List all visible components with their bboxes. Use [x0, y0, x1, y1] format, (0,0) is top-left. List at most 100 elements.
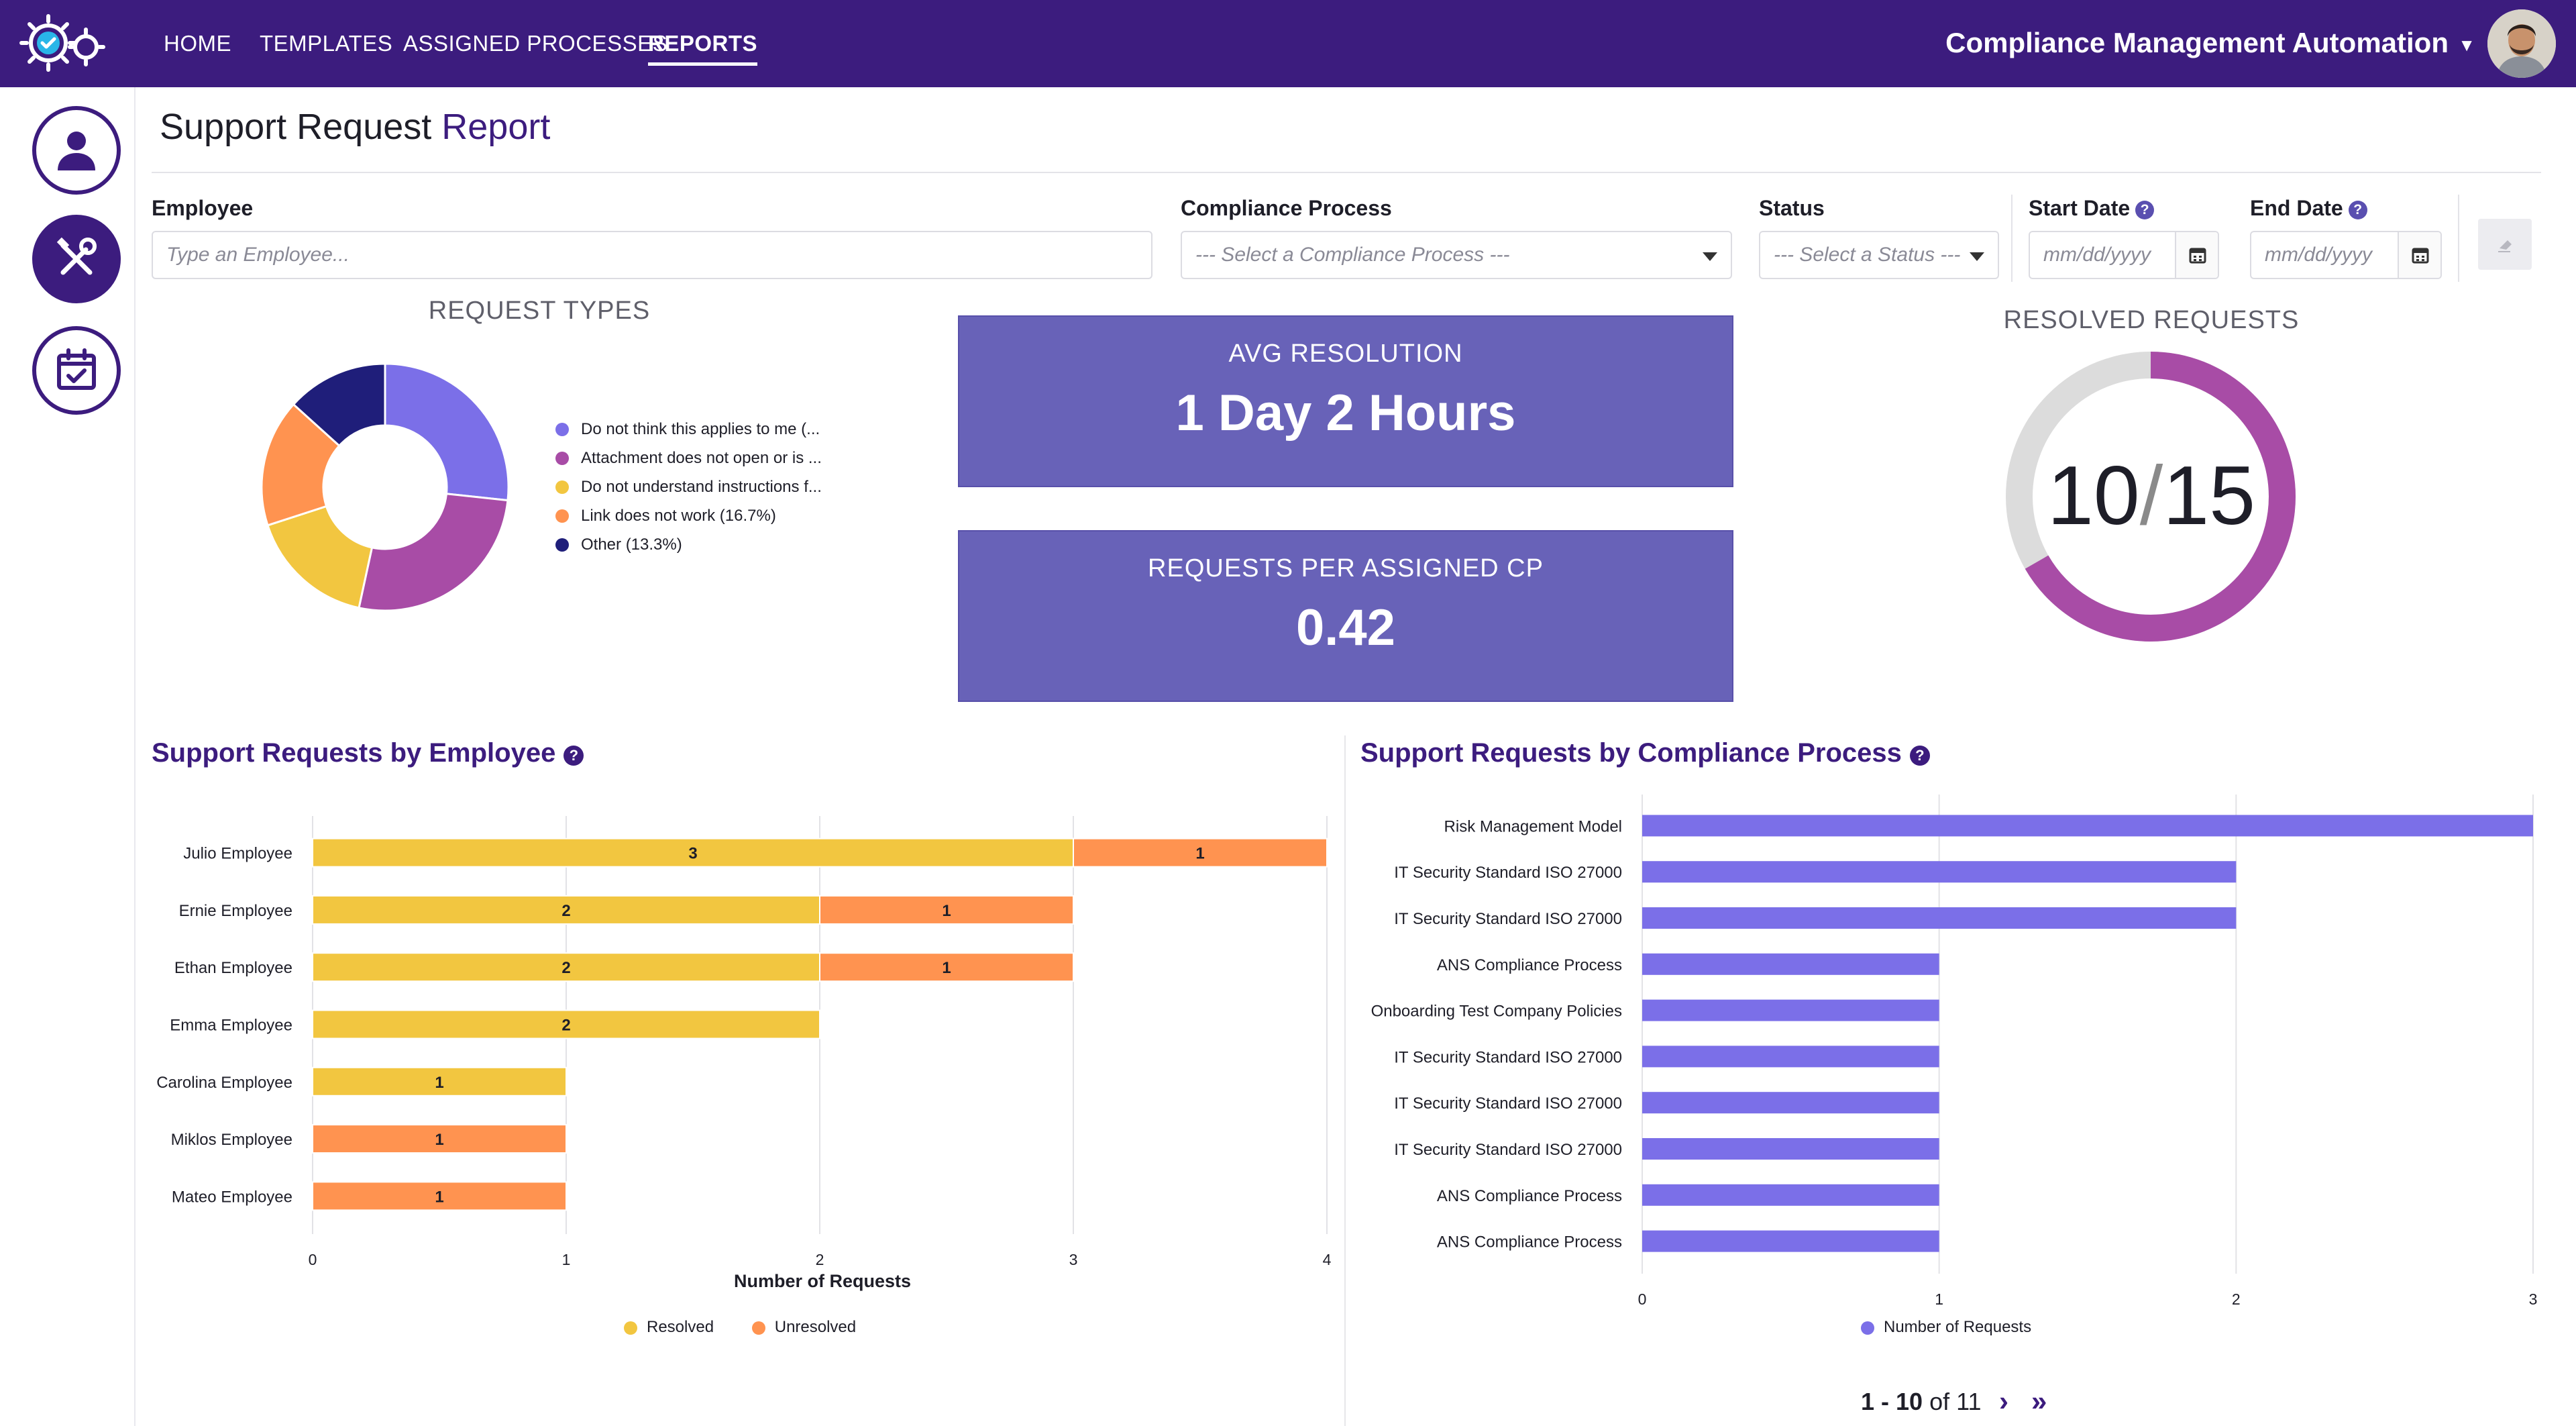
process-select[interactable]: --- Select a Compliance Process ---	[1181, 231, 1732, 279]
employees-rail-button[interactable]	[32, 106, 121, 195]
eraser-icon	[2498, 240, 2512, 252]
start-date-placeholder: mm/dd/yyyy	[2043, 244, 2151, 266]
donut-slice-5[interactable]	[292, 362, 386, 448]
x-tick-label: 2	[2232, 1290, 2241, 1308]
clear-filters-button[interactable]	[2478, 219, 2532, 270]
nav-reports-label: REPORTS	[648, 31, 758, 56]
bar-unresolved[interactable]	[312, 1181, 567, 1211]
end-date-label-text: End Date	[2250, 196, 2343, 220]
y-category-label: IT Security Standard ISO 27000	[1394, 910, 1622, 928]
legend-swatch-resolved	[624, 1321, 637, 1335]
bar-number-of-requests[interactable]	[1642, 1184, 1939, 1206]
bar-number-of-requests[interactable]	[1642, 1092, 1939, 1114]
y-category-label: Miklos Employee	[171, 1131, 292, 1149]
pagination-info: 1 - 10 of 11	[1861, 1388, 1981, 1416]
end-date-input[interactable]: mm/dd/yyyy	[2250, 231, 2442, 279]
calendar-icon[interactable]	[2175, 232, 2218, 278]
x-tick-label: 4	[1323, 1251, 1332, 1268]
legend-label: Attachment does not open or is ...	[581, 449, 822, 467]
bar-number-of-requests[interactable]	[1642, 1046, 1939, 1068]
bar-number-of-requests[interactable]	[1642, 999, 1939, 1021]
y-category-label: Mateo Employee	[172, 1188, 292, 1206]
resolved-count-text: 10/15	[2007, 448, 2296, 544]
donut-slice-3[interactable]	[266, 505, 374, 609]
start-date-input[interactable]: mm/dd/yyyy	[2029, 231, 2219, 279]
gears-logo-icon[interactable]	[19, 9, 107, 77]
donut-slice-2[interactable]	[358, 493, 509, 612]
legend-item-1[interactable]: Do not think this applies to me (...	[554, 417, 822, 446]
help-icon[interactable]: ?	[564, 746, 584, 766]
legend-number-of-requests[interactable]: Number of Requests	[1861, 1318, 2031, 1337]
nav-templates[interactable]: TEMPLATES	[260, 31, 393, 56]
app-switcher[interactable]: Compliance Management Automation	[1945, 27, 2449, 58]
x-tick-label: 0	[309, 1251, 317, 1268]
donut-slice-1[interactable]	[384, 362, 510, 502]
help-icon[interactable]: ?	[2348, 201, 2367, 219]
process-bar-chart: 0 1 2 3 Risk Management Model IT Security Sta…	[1371, 795, 2537, 1308]
bar-number-of-requests[interactable]	[1642, 953, 1939, 975]
schedule-rail-button[interactable]	[32, 326, 121, 415]
bar-resolved[interactable]	[312, 837, 1074, 868]
bar-unresolved[interactable]	[819, 895, 1074, 925]
y-category-label: ANS Compliance Process	[1437, 1233, 1622, 1252]
pagination-total: of 11	[1929, 1388, 1982, 1415]
request-types-title: REQUEST TYPES	[428, 297, 651, 325]
legend-resolved[interactable]: Resolved	[624, 1318, 714, 1337]
bar-number-of-requests[interactable]	[1642, 1230, 1939, 1252]
bar-value-label: 1	[1195, 845, 1204, 863]
ring-resolved-arc	[2006, 352, 2296, 642]
donut-slice-4[interactable]	[260, 403, 341, 527]
status-select[interactable]: --- Select a Status ---	[1759, 231, 1999, 279]
bar-resolved[interactable]	[312, 895, 820, 925]
legend-item-5[interactable]: Other (13.3%)	[554, 533, 822, 562]
process-select-placeholder: --- Select a Compliance Process ---	[1195, 244, 1510, 266]
legend-label: Do not think this applies to me (...	[581, 420, 820, 438]
employee-search-input[interactable]	[152, 231, 1152, 279]
legend-swatch-unresolved	[751, 1321, 765, 1335]
support-rail-button[interactable]	[32, 215, 121, 303]
next-page-icon[interactable]: ›	[1999, 1385, 2008, 1417]
chevron-down-icon	[1703, 252, 1717, 261]
process-chart-title: Support Requests by Compliance Process	[1360, 738, 1902, 768]
top-navbar: HOME TEMPLATES ASSIGNED PROCESSES REPORT…	[0, 0, 2576, 87]
active-tab-indicator	[648, 62, 758, 66]
legend-item-3[interactable]: Do not understand instructions f...	[554, 475, 822, 504]
employee-chart-title: Support Requests by Employee	[152, 738, 556, 768]
bar-number-of-requests[interactable]	[1642, 815, 2533, 837]
employee-filter-label: Employee	[152, 196, 254, 220]
last-page-icon[interactable]: »	[2031, 1385, 2047, 1417]
header-divider	[152, 172, 2541, 173]
legend-dot	[555, 538, 569, 552]
y-category-label: Emma Employee	[170, 1017, 292, 1035]
help-icon[interactable]: ?	[1909, 746, 1930, 766]
bar-value-label: 2	[561, 959, 570, 977]
requests-per-cp-value: 0.42	[1296, 599, 1395, 656]
bar-number-of-requests[interactable]	[1642, 907, 2237, 929]
bar-unresolved[interactable]	[312, 1124, 567, 1154]
bar-resolved[interactable]	[312, 1009, 820, 1039]
caret-down-icon[interactable]: ▼	[2458, 35, 2475, 55]
bar-number-of-requests[interactable]	[1642, 861, 2237, 883]
bar-number-of-requests[interactable]	[1642, 1138, 1939, 1160]
legend-item-2[interactable]: Attachment does not open or is ...	[554, 446, 822, 475]
y-category-label: ANS Compliance Process	[1437, 1187, 1622, 1205]
legend-unresolved[interactable]: Unresolved	[751, 1318, 856, 1337]
legend-number-of-requests-label: Number of Requests	[1884, 1318, 2032, 1336]
nav-assigned-processes[interactable]: ASSIGNED PROCESSES	[403, 31, 668, 56]
nav-home[interactable]: HOME	[164, 31, 231, 56]
nav-reports[interactable]: REPORTS	[648, 31, 758, 66]
bar-value-label: 1	[435, 1188, 443, 1206]
x-tick-label: 3	[2529, 1290, 2538, 1308]
legend-item-4[interactable]: Link does not work (16.7%)	[554, 504, 822, 533]
help-icon[interactable]: ?	[2135, 201, 2155, 219]
bar-unresolved[interactable]	[819, 952, 1074, 982]
calendar-icon[interactable]	[2398, 232, 2440, 278]
user-avatar[interactable]	[2487, 9, 2556, 78]
pagination-range: 1 - 10	[1861, 1388, 1923, 1415]
x-tick-label: 2	[816, 1251, 824, 1268]
bar-resolved[interactable]	[312, 952, 820, 982]
bar-resolved[interactable]	[312, 1066, 567, 1097]
y-category-label: Onboarding Test Company Policies	[1371, 1003, 1622, 1021]
y-category-label: Julio Employee	[183, 845, 292, 863]
bar-unresolved[interactable]	[1073, 837, 1328, 868]
